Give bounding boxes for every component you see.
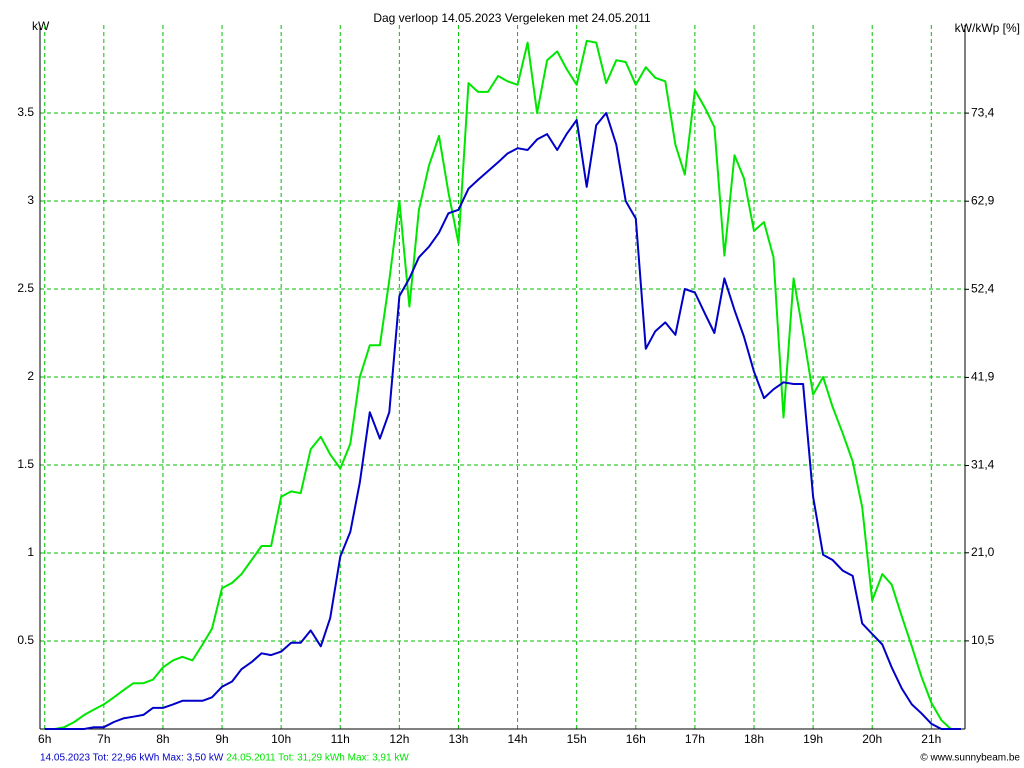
x-tick-label: 14h <box>508 732 528 746</box>
x-tick-label: 16h <box>626 732 646 746</box>
x-tick-label: 10h <box>271 732 291 746</box>
y-tick-label: 3.5 <box>17 105 34 119</box>
y2-tick-label: 62,9 <box>971 193 995 207</box>
x-tick-label: 19h <box>803 732 823 746</box>
y2-tick-label: 21,0 <box>971 545 995 559</box>
x-tick-label: 13h <box>448 732 468 746</box>
series-line <box>44 39 961 730</box>
x-tick-label: 17h <box>685 732 705 746</box>
x-tick-label: 8h <box>156 732 169 746</box>
y-axis-label: kW <box>32 19 50 33</box>
y-tick-label: 3 <box>27 193 34 207</box>
legend-entry: 24.05.2011 Tot: 31,29 kWh Max: 3,91 kW <box>226 753 409 764</box>
chart-title: Dag verloop 14.05.2023 Vergeleken met 24… <box>373 11 651 25</box>
y2-tick-label: 52,4 <box>971 281 995 295</box>
y2-tick-label: 10,5 <box>971 633 995 647</box>
x-tick-label: 11h <box>331 732 350 746</box>
x-tick-label: 9h <box>215 732 228 746</box>
x-tick-label: 6h <box>38 732 51 746</box>
x-tick-label: 21h <box>921 732 941 746</box>
y-tick-label: 1 <box>27 545 34 559</box>
y-tick-label: 0.5 <box>17 633 34 647</box>
y2-tick-label: 41,9 <box>971 370 995 384</box>
y2-tick-label: 73,4 <box>971 105 995 119</box>
x-tick-label: 20h <box>862 732 882 746</box>
y2-axis-label: kW/kWp [%] <box>955 21 1020 35</box>
series-line <box>44 112 961 730</box>
x-tick-label: 12h <box>389 732 409 746</box>
legend-entry: 14.05.2023 Tot: 22,96 kWh Max: 3,50 kW <box>40 753 224 764</box>
y2-tick-label: 31,4 <box>971 458 995 472</box>
x-tick-label: 7h <box>97 732 110 746</box>
y-tick-label: 2 <box>27 369 34 383</box>
x-tick-label: 18h <box>744 732 764 746</box>
x-tick-label: 15h <box>567 732 587 746</box>
credit: © www.sunnybeam.be <box>920 753 1020 764</box>
y-tick-label: 2.5 <box>17 281 34 295</box>
y-tick-label: 1.5 <box>17 457 34 471</box>
